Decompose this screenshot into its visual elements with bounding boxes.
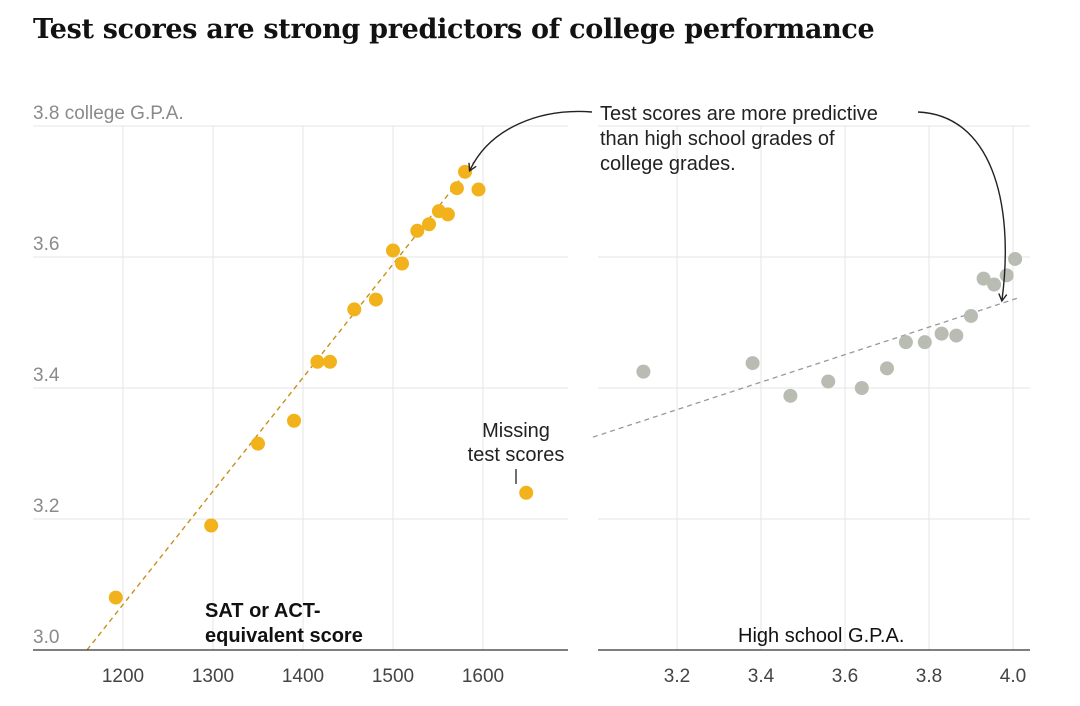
test-score-point: [449, 181, 464, 196]
test-score-point: [410, 223, 425, 238]
hs-gpa-point: [636, 364, 651, 379]
right-trendline-group: [592, 297, 1018, 438]
left-trendline-group: [86, 161, 475, 651]
right-x-label: High school G.P.A.: [738, 625, 904, 647]
hs-gpa-point: [964, 308, 978, 323]
hs-gpa-point: [745, 356, 760, 371]
y-tick-top-label: 3.8 college G.P.A.: [33, 103, 184, 124]
y-tick-label: 3.2: [33, 496, 59, 517]
annotation-line3: college grades.: [600, 153, 736, 175]
y-tick-label: 3.4: [33, 365, 60, 386]
outlier-label-line1: Missing: [482, 420, 550, 442]
arrow-to-test-scores: [468, 110, 593, 173]
test-score-point: [422, 217, 436, 232]
missing-test-scores-point: [519, 485, 534, 500]
hs-gpa-point: [949, 328, 964, 343]
right-x-tick-label: 4.0: [1000, 666, 1026, 687]
hs-gpa-point: [999, 268, 1014, 283]
right-x-ticks: 3.2 3.4 3.6 3.8 4.0: [664, 666, 1026, 687]
test-score-point: [287, 413, 301, 428]
left-trendline: [86, 161, 475, 651]
left-x-tick-label: 1600: [462, 666, 504, 687]
y-tick-label: 3.0: [33, 627, 59, 648]
test-score-point: [323, 354, 337, 369]
test-score-point: [251, 436, 265, 451]
hs-gpa-point: [880, 361, 894, 376]
hs-gpa-point: [934, 326, 949, 341]
left-x-tick-label: 1300: [192, 666, 234, 687]
left-x-tick-label: 1400: [282, 666, 324, 687]
test-score-point: [204, 518, 219, 533]
hs-gpa-point: [987, 277, 1002, 292]
hs-gpa-point: [976, 271, 991, 286]
left-x-tick-label: 1200: [102, 666, 144, 687]
left-x-label-line1: SAT or ACT-: [205, 600, 321, 622]
hs-gpa-point: [1008, 251, 1023, 266]
annotation-line2: than high school grades of: [600, 128, 835, 150]
right-gridlines: [598, 125, 1030, 650]
left-gridlines: [33, 125, 568, 650]
right-x-tick-label: 3.6: [832, 666, 858, 687]
left-x-ticks: 1200 1300 1400 1500 1600: [102, 666, 504, 687]
left-x-tick-label: 1500: [372, 666, 414, 687]
outlier-label-line2: test scores: [468, 444, 565, 466]
y-ticks: 3.0 3.2 3.4 3.6 3.8 college G.P.A.: [33, 103, 184, 648]
left-x-label-line2: equivalent score: [205, 625, 363, 647]
hs-gpa-point: [917, 335, 932, 350]
test-score-point: [386, 243, 400, 258]
test-score-point: [440, 207, 455, 222]
right-x-tick-label: 3.8: [916, 666, 942, 687]
test-score-point: [395, 256, 409, 271]
hs-gpa-point: [854, 381, 869, 395]
test-score-point: [458, 164, 472, 179]
annotation-line1: Test scores are more predictive: [600, 103, 878, 125]
left-points-group: [108, 164, 534, 605]
hs-gpa-point: [898, 335, 913, 350]
right-x-tick-label: 3.4: [748, 666, 775, 687]
test-score-point: [471, 182, 486, 197]
right-points-group: [636, 251, 1023, 403]
arrow-to-hs-gpa: [917, 111, 1008, 303]
right-x-tick-label: 3.2: [664, 666, 690, 687]
hs-gpa-point: [821, 374, 836, 389]
hs-gpa-point: [783, 388, 798, 403]
test-score-point: [310, 354, 325, 369]
test-score-point: [368, 292, 383, 307]
test-score-point: [347, 302, 362, 317]
chart-title: Test scores are strong predictors of col…: [33, 14, 875, 45]
right-trendline: [592, 297, 1018, 438]
test-score-point: [108, 590, 123, 605]
y-tick-label: 3.6: [33, 234, 59, 255]
